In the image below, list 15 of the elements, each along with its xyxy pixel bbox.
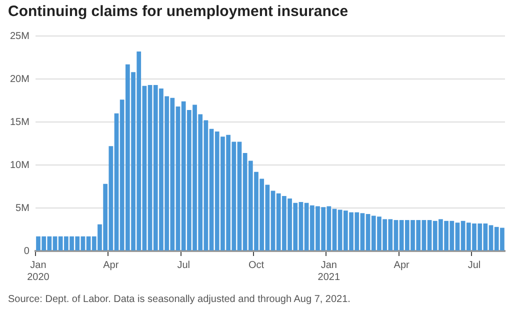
y-tick-label: 15M — [10, 116, 30, 128]
source-note: Source: Dept. of Labor. Data is seasonally adjusted and through Aug 7, 2021. — [8, 294, 350, 305]
x-tick-label: Jul — [177, 260, 190, 271]
chart-title: Continuing claims for unemployment insurance — [8, 3, 348, 20]
x-tick-label: Jan 2020 — [27, 260, 50, 283]
y-tick-label: 0 — [24, 246, 30, 257]
x-tick-label: Jan 2021 — [318, 260, 340, 283]
y-tick-label: 20M — [10, 74, 30, 85]
y-tick-label: 25M — [10, 30, 30, 42]
x-tick-label: Jul — [468, 260, 481, 271]
x-tick-label: Apr — [394, 260, 410, 271]
x-tick-label: Oct — [248, 260, 264, 271]
y-tick-label: 5M — [16, 202, 30, 214]
x-tick-label: Apr — [103, 260, 120, 271]
y-tick-label: 10M — [10, 160, 30, 171]
